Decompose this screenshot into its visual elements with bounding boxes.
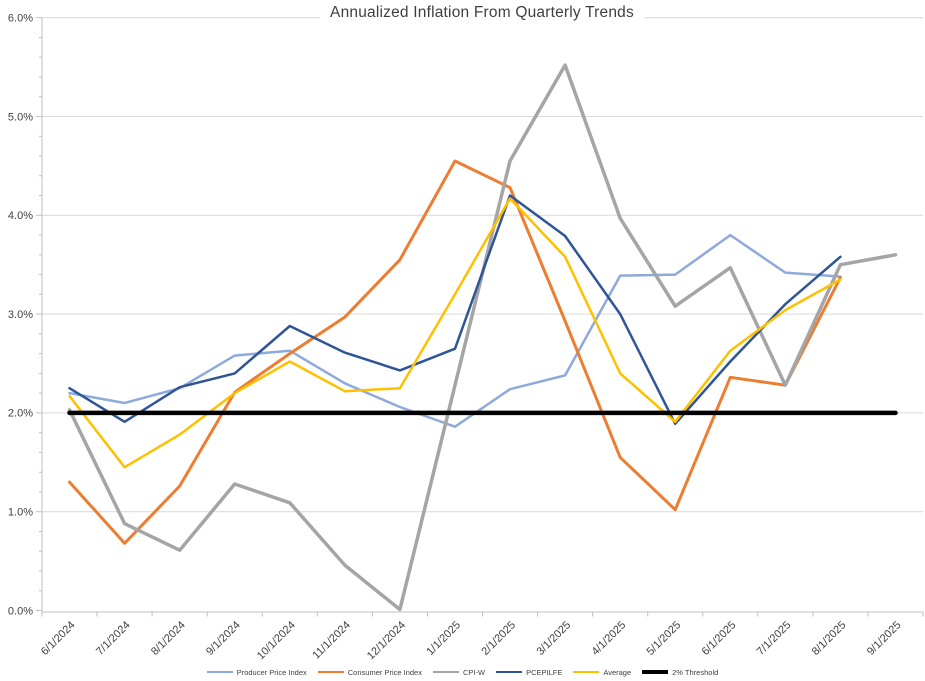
x-axis-label: 9/1/2024	[204, 619, 243, 658]
x-axis-label: 12/1/2024	[365, 619, 408, 662]
legend-label: Average	[603, 667, 632, 677]
legend-line-swatch	[206, 671, 233, 673]
x-axis-label: 4/1/2025	[590, 619, 629, 658]
legend-line-swatch	[642, 670, 669, 674]
legend-item-cpi-w[interactable]: CPI-W	[432, 667, 486, 677]
legend-item-pcepilfe[interactable]: PCEPILFE	[496, 668, 562, 677]
y-axis-label: 2.0%	[8, 408, 33, 420]
y-axis-label: 1.0%	[8, 507, 33, 519]
legend-line-swatch	[573, 671, 600, 673]
legend-label: PCEPILFE	[526, 667, 563, 677]
legend-line-swatch	[432, 671, 459, 673]
legend-item-average[interactable]: Average	[573, 668, 631, 677]
y-axis-label: 3.0%	[8, 309, 33, 321]
legend-label: Consumer Price Index	[347, 667, 422, 677]
x-axis-label: 5/1/2025	[645, 619, 684, 658]
x-axis-label: 11/1/2024	[310, 619, 353, 662]
y-axis-label: 4.0%	[8, 210, 33, 222]
legend-label: 2% Threshold	[672, 667, 719, 677]
legend-line-swatch	[496, 671, 523, 673]
legend-label: Producer Price Index	[236, 667, 307, 677]
x-axis-label: 8/1/2025	[810, 619, 849, 658]
x-axis-label: 10/1/2024	[255, 619, 298, 662]
y-axis-label: 5.0%	[8, 111, 33, 123]
x-axis-label: 7/1/2024	[94, 619, 133, 658]
x-axis-label: 6/1/2024	[39, 619, 78, 658]
x-axis-label: 2/1/2025	[479, 619, 518, 658]
legend-line-swatch	[317, 671, 344, 673]
y-axis-label: 0.0%	[8, 605, 33, 617]
legend-item-producer-price-index[interactable]: Producer Price Index	[206, 667, 307, 677]
legend-label: CPI-W	[462, 667, 486, 677]
series-line-consumer-price-index[interactable]	[68, 159, 842, 545]
series-line-producer-price-index[interactable]	[68, 233, 842, 428]
x-axis-label: 8/1/2024	[149, 619, 188, 658]
legend-item-consumer-price-index[interactable]: Consumer Price Index	[317, 667, 422, 677]
x-axis-label: 3/1/2025	[534, 619, 573, 658]
chart-legend: Producer Price Index Consumer Price Index…	[0, 664, 925, 680]
series-line-average[interactable]	[68, 197, 842, 469]
x-axis-label: 9/1/2025	[865, 619, 904, 658]
x-axis-label: 1/1/2025	[424, 619, 463, 658]
chart-title[interactable]: Annualized Inflation From Quarterly Tren…	[320, 4, 644, 22]
series-line-pcepilfe[interactable]	[68, 194, 842, 426]
y-axis-label: 6.0%	[8, 13, 33, 25]
legend-item-2-threshold[interactable]: 2% Threshold	[642, 668, 718, 677]
series-line-cpi-w[interactable]	[67, 63, 898, 612]
x-axis-label: 6/1/2025	[700, 619, 739, 658]
x-axis-label: 7/1/2025	[755, 619, 794, 658]
